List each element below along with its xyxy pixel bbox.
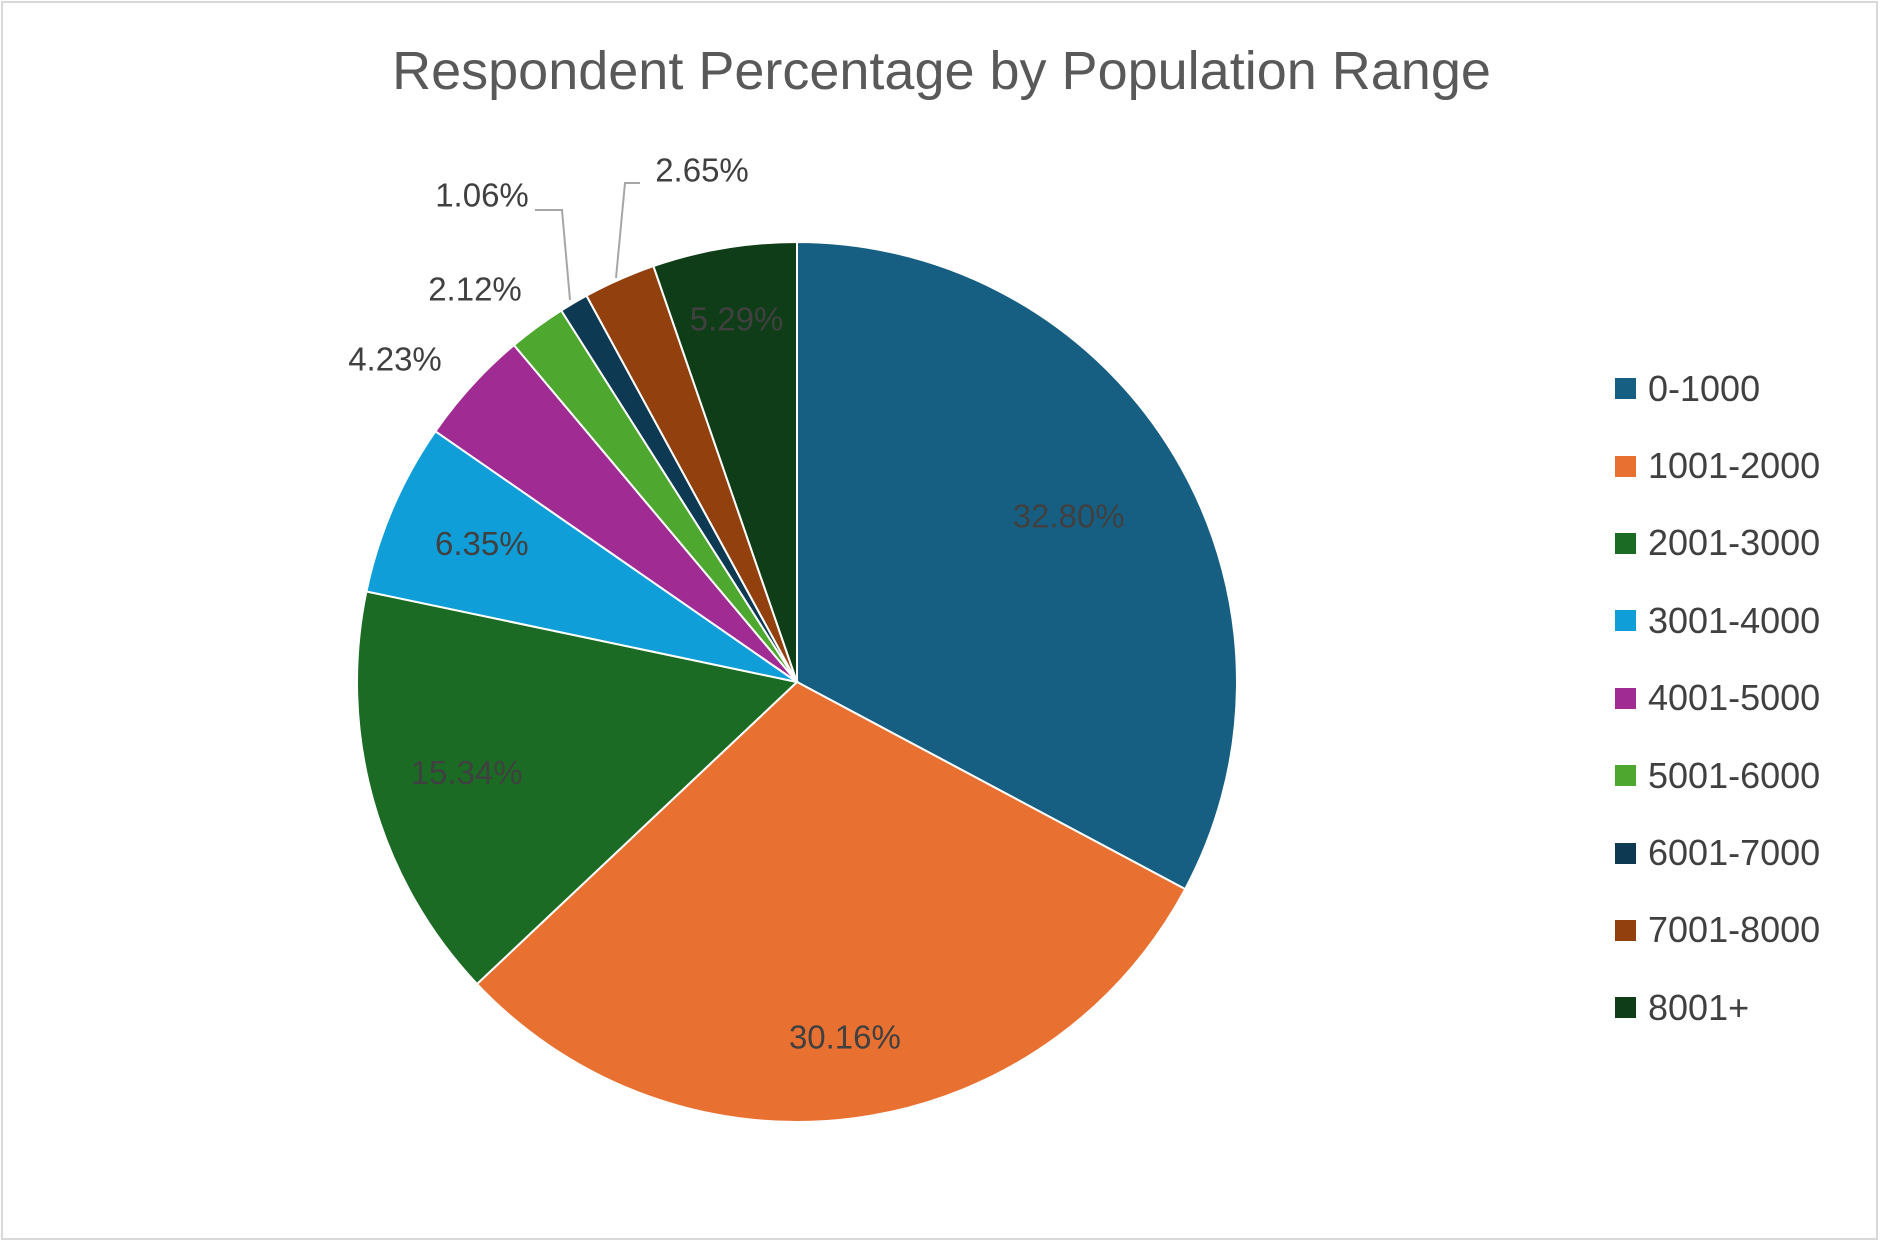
legend-label: 6001-7000	[1648, 832, 1821, 874]
data-label-3001-4000: 6.35%	[435, 525, 529, 562]
legend: 0-1000 1001-2000 2001-3000 3001-4000 4001-50…	[1615, 350, 1820, 1047]
legend-label: 1001-2000	[1648, 445, 1821, 487]
data-label-2001-3000: 15.34%	[411, 754, 523, 791]
legend-label: 8001+	[1648, 986, 1750, 1028]
legend-item-0-1000: 0-1000	[1615, 350, 1820, 427]
legend-item-6001-7000: 6001-7000	[1615, 814, 1820, 891]
data-label-5001-6000: 2.12%	[428, 271, 522, 308]
legend-item-7001-8000: 7001-8000	[1615, 892, 1820, 969]
legend-item-5001-6000: 5001-6000	[1615, 737, 1820, 814]
legend-swatch	[1615, 842, 1636, 864]
pie-slice-2001-3000	[356, 590, 800, 986]
legend-swatch	[1615, 919, 1636, 941]
legend-swatch	[1615, 455, 1636, 477]
data-label-7001-8000: 2.65%	[655, 152, 749, 189]
legend-item-2001-3000: 2001-3000	[1615, 505, 1820, 582]
legend-swatch	[1615, 997, 1636, 1019]
leader-line-6001-7000	[535, 209, 571, 301]
legend-item-1001-2000: 1001-2000	[1615, 427, 1820, 504]
legend-label: 2001-3000	[1648, 522, 1821, 564]
data-label-6001-7000: 1.06%	[435, 177, 529, 214]
pie-slice-1001-2000	[475, 680, 1187, 1123]
legend-label: 3001-4000	[1648, 599, 1821, 641]
legend-swatch	[1615, 610, 1636, 632]
data-label-4001-5000: 4.23%	[348, 341, 442, 378]
legend-label: 0-1000	[1648, 367, 1761, 409]
pie-slice-0-1000	[796, 240, 1238, 891]
data-label-0-1000: 32.80%	[1013, 498, 1125, 535]
pie-slice-3001-4000	[365, 429, 798, 683]
legend-item-3001-4000: 3001-4000	[1615, 582, 1820, 659]
pie-slice-8001+	[652, 240, 798, 683]
legend-swatch	[1615, 378, 1636, 400]
data-label-8001+: 5.29%	[690, 301, 784, 338]
data-label-1001-2000: 30.16%	[789, 1018, 901, 1055]
legend-item-4001-5000: 4001-5000	[1615, 660, 1820, 737]
legend-swatch	[1615, 687, 1636, 709]
legend-label: 5001-6000	[1648, 754, 1821, 796]
leader-line-7001-8000	[615, 182, 640, 279]
legend-item-8001+: 8001+	[1615, 969, 1820, 1046]
legend-swatch	[1615, 765, 1636, 787]
chart-title: Respondent Percentage by Population Rang…	[392, 41, 1491, 101]
legend-label: 7001-8000	[1648, 909, 1821, 951]
legend-label: 4001-5000	[1648, 677, 1821, 719]
legend-swatch	[1615, 532, 1636, 554]
